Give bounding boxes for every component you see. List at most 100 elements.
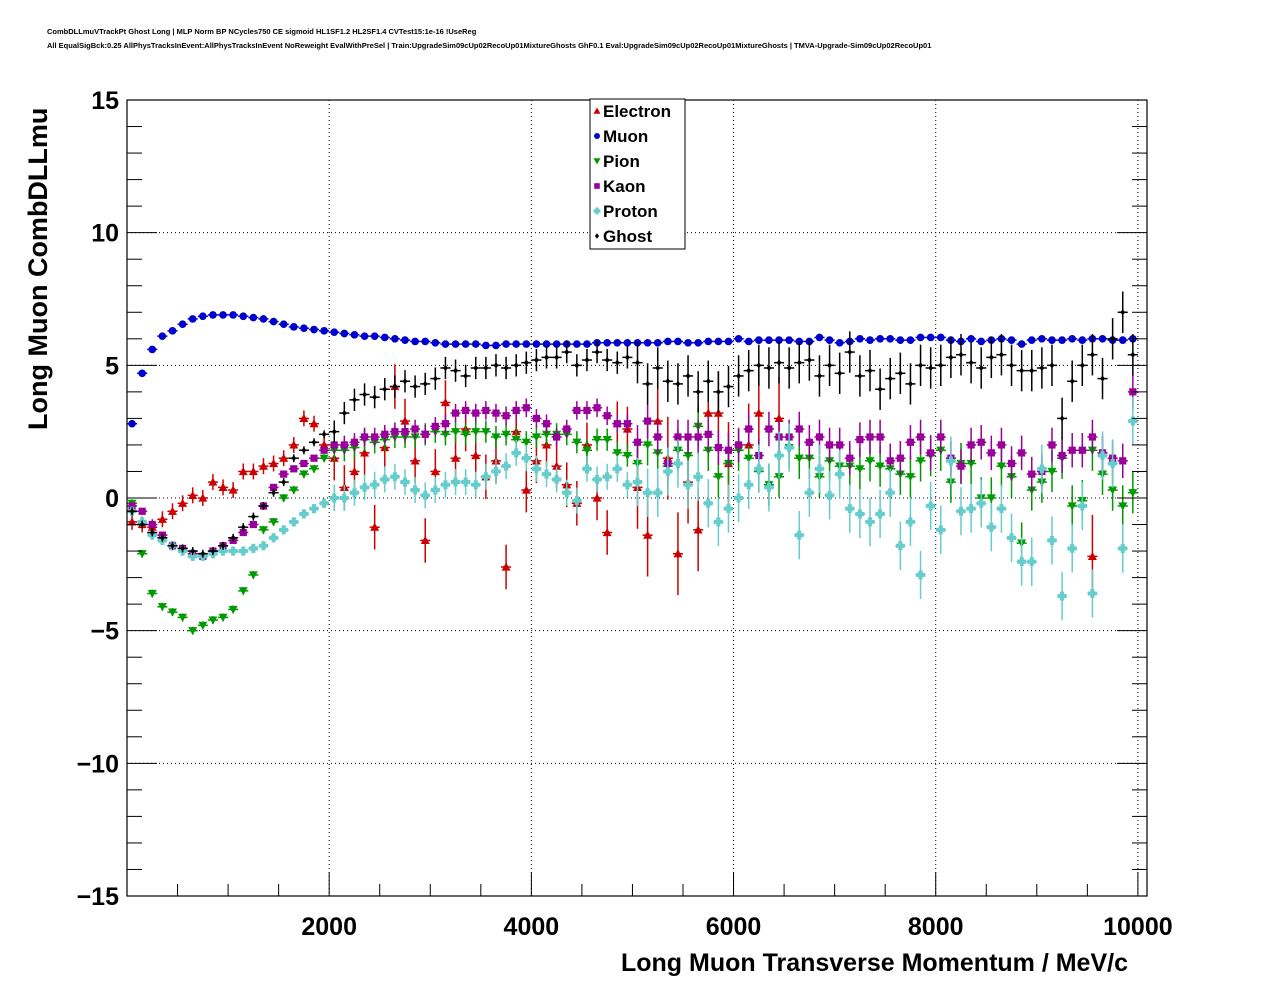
x-tick-label: 2000 xyxy=(301,913,357,941)
legend-label-muon: Muon xyxy=(603,127,648,146)
data-point xyxy=(430,485,440,495)
data-point xyxy=(774,413,784,422)
data-point xyxy=(352,396,357,404)
data-point xyxy=(978,364,984,372)
data-point xyxy=(552,474,562,484)
data-point xyxy=(534,356,539,364)
data-point xyxy=(180,545,185,552)
data-point xyxy=(905,473,915,482)
data-point xyxy=(1069,378,1075,385)
data-point xyxy=(239,528,247,537)
data-point xyxy=(158,332,167,340)
legend-label-pion: Pion xyxy=(603,152,640,171)
data-point xyxy=(1058,451,1066,460)
data-point xyxy=(248,543,258,553)
data-point xyxy=(644,417,652,425)
data-point xyxy=(441,420,450,428)
data-point xyxy=(655,364,661,372)
data-point xyxy=(886,334,895,343)
data-point xyxy=(511,448,521,458)
data-point xyxy=(825,441,834,449)
data-point xyxy=(836,441,844,449)
data-point xyxy=(765,336,773,344)
data-point xyxy=(837,370,843,377)
data-point xyxy=(827,362,832,369)
data-point xyxy=(249,313,258,322)
data-point xyxy=(279,494,289,503)
data-point xyxy=(875,462,885,471)
data-point xyxy=(966,504,976,514)
data-point xyxy=(279,525,289,535)
data-point xyxy=(1118,543,1128,553)
data-point xyxy=(320,446,328,454)
data-point xyxy=(855,465,865,474)
data-point xyxy=(300,324,308,333)
data-point xyxy=(380,333,389,342)
data-point xyxy=(946,456,956,466)
data-point xyxy=(248,466,258,476)
data-point xyxy=(309,465,319,474)
data-point xyxy=(289,323,298,331)
data-point xyxy=(905,517,915,527)
data-point xyxy=(168,327,177,335)
data-point xyxy=(299,413,309,422)
data-point xyxy=(583,340,591,348)
data-point xyxy=(319,498,329,508)
data-point xyxy=(471,340,480,348)
data-point xyxy=(885,488,895,498)
data-point xyxy=(928,364,934,372)
data-point xyxy=(1128,489,1138,498)
data-point xyxy=(564,348,570,356)
data-point xyxy=(563,425,571,433)
data-point xyxy=(623,420,631,428)
data-point xyxy=(370,480,380,490)
data-point xyxy=(1108,486,1118,495)
data-point xyxy=(440,480,450,490)
data-point xyxy=(794,530,804,540)
data-point xyxy=(522,404,530,412)
data-point xyxy=(734,334,743,343)
data-point xyxy=(574,362,580,369)
data-point xyxy=(370,522,380,531)
data-point xyxy=(400,477,410,487)
data-point xyxy=(451,477,461,487)
data-point xyxy=(723,504,733,514)
data-point xyxy=(693,525,703,534)
data-point xyxy=(1009,362,1014,369)
series-proton xyxy=(127,396,1138,621)
data-point xyxy=(553,433,561,441)
data-point xyxy=(614,359,620,366)
data-point xyxy=(977,438,985,446)
data-point xyxy=(360,448,370,457)
legend-marker-ghost xyxy=(594,233,600,239)
data-point xyxy=(794,454,804,463)
data-point xyxy=(309,419,319,428)
data-point xyxy=(401,428,409,436)
data-point xyxy=(1090,351,1095,358)
data-point xyxy=(594,348,600,356)
data-point xyxy=(420,535,430,545)
data-point xyxy=(532,340,541,348)
data-point xyxy=(613,420,621,428)
data-point xyxy=(1017,340,1026,348)
data-point xyxy=(684,338,692,347)
data-point xyxy=(612,449,622,458)
data-point xyxy=(976,498,986,508)
data-point xyxy=(896,336,905,344)
legend-marker-pion xyxy=(593,158,601,165)
legend-label-kaon: Kaon xyxy=(603,177,646,196)
data-point xyxy=(817,372,822,380)
data-point xyxy=(512,406,520,415)
data-point xyxy=(441,340,450,348)
data-point xyxy=(704,337,713,346)
data-point xyxy=(936,333,945,342)
data-point xyxy=(1110,335,1116,342)
data-point xyxy=(1018,449,1026,457)
data-point xyxy=(250,513,256,520)
data-point xyxy=(198,312,207,321)
data-point xyxy=(1038,334,1046,343)
data-point xyxy=(918,362,923,369)
x-tick-label: 10000 xyxy=(1103,913,1173,941)
data-point xyxy=(299,509,309,519)
